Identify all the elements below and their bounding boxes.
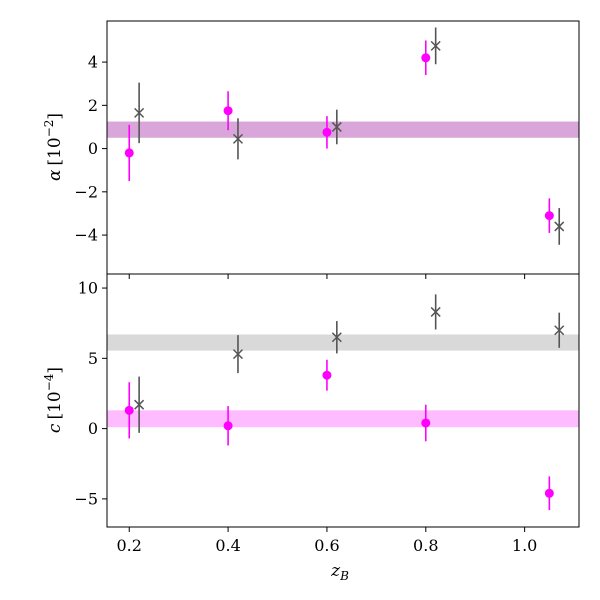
panel-top-ytick-label-3: 2	[88, 96, 98, 115]
panel-top-series-1-point-1	[232, 133, 244, 144]
top-ylabel: α [10−2]	[42, 113, 65, 181]
panel-bottom-xtick-label-0: 0.2	[117, 536, 142, 555]
top-ylabel-exponent: −2	[42, 120, 56, 138]
xlabel-subscript: B	[339, 569, 349, 583]
panel-bottom-ytick-label-2: 5	[88, 349, 98, 368]
panel-bottom-series-0-point-0	[124, 405, 134, 415]
panel-bottom-xtick-label-1: 0.4	[215, 536, 240, 555]
top-ylabel-close: ]	[45, 113, 65, 120]
bottom-ylabel-close: ]	[45, 367, 65, 374]
panel-bottom-ytick-label-1: 0	[88, 419, 98, 438]
panel-bottom-xtick-label-3: 0.8	[413, 536, 438, 555]
panel-top-band-0	[107, 121, 579, 138]
panel-bottom-band-1	[107, 410, 579, 428]
panel-top-series-1-point-2	[331, 121, 342, 132]
panel-top-ytick-label-2: 0	[88, 139, 98, 158]
panel-top-frame	[106, 20, 580, 275]
panel-top-series-0-point-3	[421, 53, 431, 63]
panel-top-ytick-label-4: 4	[88, 53, 98, 72]
marks-layer	[124, 27, 565, 511]
panel-bottom-series-1-point-1	[232, 349, 244, 360]
panel-bottom-frame	[106, 273, 580, 528]
panel-bottom-ytick-label-3: 10	[78, 279, 98, 298]
panel-bottom-series-0-point-2	[322, 370, 332, 380]
panel-bottom-series-0-point-3	[421, 418, 431, 428]
panel-bottom-xtick-label-2: 0.6	[314, 536, 339, 555]
panel-top-series-0-point-1	[223, 106, 233, 116]
panel-top-ytick-label-1: −2	[74, 182, 98, 201]
xlabel: zB	[330, 561, 349, 583]
panel-bottom-series-1-point-2	[331, 332, 342, 343]
panel-top-series-1-point-3	[430, 40, 441, 51]
bottom-ylabel-unit: [10	[45, 391, 65, 419]
bottom-ylabel: c [10−4]	[42, 367, 65, 433]
bottom-ylabel-symbol: c	[45, 423, 65, 433]
axes-layer: −4 −2 0 2 4 −5 0 5 10 0.2 0.4 0.6 0.8 1.0	[74, 20, 580, 555]
top-ylabel-symbol: α	[45, 169, 65, 181]
panel-top-series-0-point-4	[544, 211, 554, 221]
panel-top-series-1-point-4	[554, 221, 565, 232]
top-ylabel-unit: [10	[45, 137, 65, 165]
panel-bottom-series-1-point-4	[554, 325, 565, 336]
panel-bottom-xtick-label-4: 1.0	[512, 536, 537, 555]
panel-top-ytick-label-0: −4	[74, 226, 98, 245]
panel-bottom-series-0-point-4	[544, 488, 554, 498]
xlabel-symbol: z	[330, 561, 341, 581]
panel-bottom-series-1-point-3	[430, 306, 441, 317]
panel-bottom-series-0-point-1	[223, 421, 233, 431]
panel-bottom-band-0	[107, 334, 579, 351]
panel-top-series-0-point-0	[124, 148, 134, 158]
panel-top-series-1-point-0	[134, 107, 145, 118]
panel-top-series-0-point-2	[322, 127, 332, 137]
bottom-ylabel-exponent: −4	[42, 373, 56, 391]
panel-bottom-series-1-point-0	[134, 399, 145, 410]
panel-bottom-ytick-label-0: −5	[74, 489, 98, 508]
